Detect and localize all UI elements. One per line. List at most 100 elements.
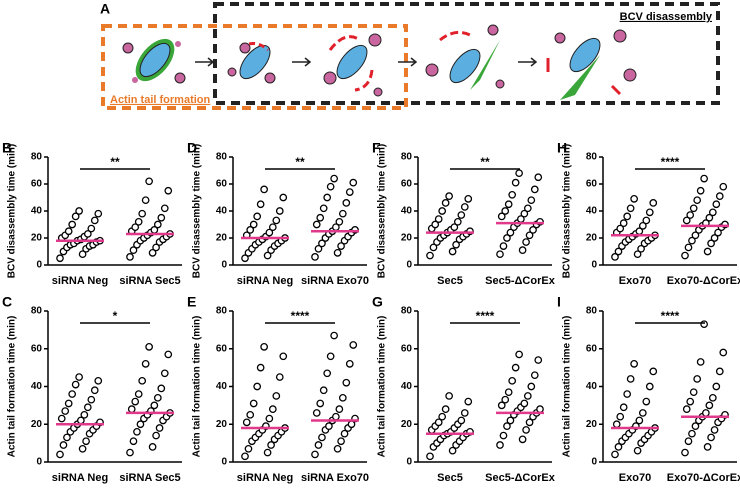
panel-letter: H: [557, 140, 567, 156]
data-point: [522, 238, 530, 246]
y-tick-label: 20: [586, 233, 598, 244]
y-tick-label: 40: [401, 381, 413, 392]
data-point: [445, 192, 453, 200]
data-point: [342, 378, 351, 387]
data-point: [56, 450, 64, 459]
y-tick-label: 20: [216, 233, 228, 244]
data-point: [345, 188, 354, 196]
data-point: [457, 416, 466, 425]
y-axis-label: Actin tail formation time (min): [7, 316, 18, 458]
y-tick-label: 60: [401, 179, 413, 190]
y-tick-label: 80: [586, 152, 598, 163]
data-point: [312, 220, 321, 229]
data-point: [441, 405, 450, 413]
y-tick-label: 40: [31, 206, 43, 217]
y-tick-label: 0: [36, 260, 42, 271]
data-point: [503, 422, 511, 430]
data-point: [318, 239, 326, 248]
data-point: [496, 250, 504, 259]
data-point: [338, 393, 347, 402]
data-point: [90, 216, 99, 225]
data-point: [529, 226, 537, 234]
data-point: [263, 251, 272, 260]
data-point: [649, 367, 658, 376]
x-tick-label: siRNA Neg: [237, 472, 293, 484]
data-point: [141, 196, 150, 205]
panel-letter: G: [372, 294, 383, 310]
data-point: [129, 437, 138, 446]
y-axis-label: BCV disassembly time (min): [562, 144, 573, 278]
data-point: [616, 224, 625, 233]
data-point: [693, 375, 702, 383]
y-tick-label: 40: [216, 206, 228, 217]
data-point: [719, 348, 728, 357]
data-point: [138, 209, 147, 218]
data-point: [272, 216, 281, 225]
x-tick-label: Sec5: [437, 275, 463, 287]
data-point: [530, 371, 539, 380]
y-tick-label: 40: [586, 381, 598, 392]
data-point: [450, 223, 459, 232]
data-point: [614, 443, 623, 451]
y-tick-label: 80: [586, 306, 598, 317]
data-point: [682, 405, 691, 413]
data-point: [260, 343, 268, 351]
data-point: [453, 217, 462, 226]
data-point: [696, 358, 705, 366]
data-point: [314, 441, 323, 449]
cell-4: [425, 24, 505, 90]
data-point: [684, 437, 693, 446]
data-point: [696, 186, 705, 195]
data-point: [330, 331, 338, 340]
data-point: [504, 388, 513, 397]
data-point: [138, 376, 147, 385]
data-point: [464, 195, 473, 203]
data-point: [515, 169, 523, 178]
data-point: [689, 204, 698, 213]
data-point: [686, 397, 695, 406]
data-point: [681, 251, 689, 260]
data-point: [523, 204, 532, 213]
data-point: [87, 395, 96, 404]
y-tick-label: 20: [401, 419, 413, 430]
cell-1: [122, 38, 186, 84]
data-point: [338, 209, 347, 218]
data-point: [126, 448, 134, 457]
data-point: [326, 352, 335, 361]
data-point: [448, 446, 457, 455]
data-point: [131, 223, 140, 232]
y-axis-label: Actin tail formation time (min): [377, 316, 388, 458]
x-tick-label: siRNA Sec5: [119, 472, 180, 484]
y-tick-label: 40: [586, 206, 598, 217]
data-point: [64, 399, 73, 408]
significance-label: ****: [661, 309, 680, 323]
significance-label: ****: [476, 309, 495, 323]
data-point: [83, 230, 92, 238]
data-point: [460, 203, 469, 211]
significance-label: ****: [661, 155, 680, 169]
data-point: [691, 231, 700, 240]
cell-5: [546, 29, 637, 100]
data-point: [702, 409, 710, 417]
data-point: [611, 450, 619, 459]
data-point: [246, 410, 255, 419]
data-point: [152, 243, 160, 252]
data-point: [689, 388, 698, 397]
data-point: [518, 246, 527, 254]
data-point: [272, 392, 281, 400]
data-point: [71, 212, 80, 221]
data-point: [241, 254, 249, 263]
data-point: [633, 446, 642, 455]
data-point: [94, 376, 103, 385]
data-point: [268, 405, 277, 413]
data-point: [249, 220, 258, 229]
data-point: [78, 250, 87, 259]
data-point: [645, 208, 654, 217]
data-point: [145, 177, 153, 186]
data-point: [496, 441, 504, 449]
data-point: [611, 253, 619, 261]
data-point: [265, 414, 274, 423]
y-axis-label: BCV disassembly time (min): [377, 144, 388, 278]
data-point: [619, 403, 628, 412]
